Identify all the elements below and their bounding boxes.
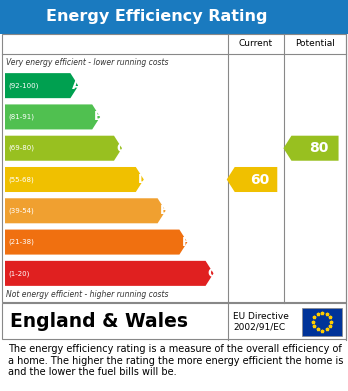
Text: Potential: Potential xyxy=(295,39,335,48)
Text: 60: 60 xyxy=(250,172,270,187)
Bar xyxy=(0,0,348,34)
Polygon shape xyxy=(5,104,100,129)
Polygon shape xyxy=(5,136,122,161)
Text: (21-38): (21-38) xyxy=(8,239,34,245)
Bar xyxy=(2,34,346,302)
Text: (1-20): (1-20) xyxy=(8,270,29,276)
Polygon shape xyxy=(5,73,78,98)
Text: B: B xyxy=(94,110,104,124)
Bar xyxy=(302,307,342,335)
Text: Energy Efficiency Rating: Energy Efficiency Rating xyxy=(46,9,267,25)
Polygon shape xyxy=(283,136,339,161)
Text: (39-54): (39-54) xyxy=(8,208,34,214)
Text: E: E xyxy=(160,204,168,217)
Text: C: C xyxy=(116,142,125,155)
Text: Not energy efficient - higher running costs: Not energy efficient - higher running co… xyxy=(6,290,168,299)
Text: (55-68): (55-68) xyxy=(8,176,34,183)
Text: A: A xyxy=(72,79,82,92)
Text: EU Directive
2002/91/EC: EU Directive 2002/91/EC xyxy=(233,312,289,331)
Polygon shape xyxy=(5,261,214,286)
Text: G: G xyxy=(207,267,218,280)
Polygon shape xyxy=(5,198,166,223)
Polygon shape xyxy=(5,230,188,255)
Text: England & Wales: England & Wales xyxy=(10,312,188,331)
Polygon shape xyxy=(227,167,277,192)
Text: (92-100): (92-100) xyxy=(8,83,38,89)
Text: The energy efficiency rating is a measure of the overall efficiency of a home. T: The energy efficiency rating is a measur… xyxy=(8,344,343,377)
Text: (69-80): (69-80) xyxy=(8,145,34,151)
Text: (81-91): (81-91) xyxy=(8,114,34,120)
Text: D: D xyxy=(138,173,148,186)
Bar xyxy=(2,303,346,339)
Text: 80: 80 xyxy=(309,141,329,155)
Text: Current: Current xyxy=(239,39,273,48)
Polygon shape xyxy=(5,167,144,192)
Text: F: F xyxy=(181,235,190,249)
Text: Very energy efficient - lower running costs: Very energy efficient - lower running co… xyxy=(6,58,168,67)
